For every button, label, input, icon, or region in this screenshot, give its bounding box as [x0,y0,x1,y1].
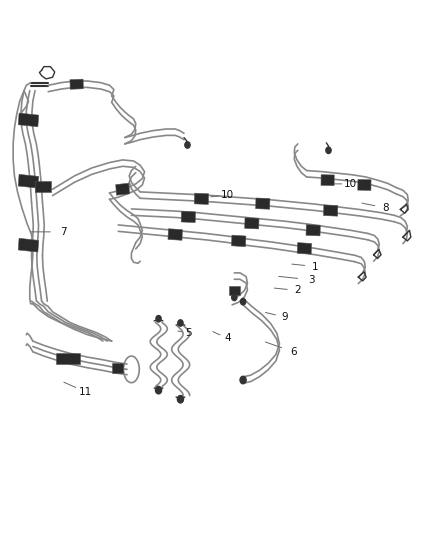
Bar [229,286,240,295]
Bar [306,224,320,236]
Circle shape [232,294,237,301]
Circle shape [240,298,246,305]
Text: 8: 8 [382,203,389,213]
Circle shape [156,316,161,322]
Circle shape [155,386,162,394]
Bar [194,193,208,205]
Bar [56,353,80,364]
Bar [231,235,246,247]
Text: 9: 9 [281,312,288,322]
Text: 6: 6 [290,347,297,357]
Bar [358,180,371,190]
Text: 7: 7 [60,227,67,237]
Bar [256,198,270,209]
Text: 5: 5 [185,328,192,338]
Bar [112,363,123,373]
Bar [245,217,259,229]
Circle shape [177,395,184,403]
Text: 1: 1 [312,262,319,271]
Bar [297,243,312,254]
Text: 2: 2 [294,286,301,295]
Bar [18,238,39,252]
Text: 11: 11 [79,387,92,397]
Bar [321,175,334,185]
Circle shape [185,142,190,148]
Text: 10: 10 [344,179,357,189]
Text: 4: 4 [224,334,231,343]
Circle shape [240,376,246,384]
Bar [324,205,338,216]
Text: 10: 10 [221,190,234,199]
Bar [35,181,50,192]
Bar [168,229,183,240]
Circle shape [326,147,331,154]
Bar [18,174,39,188]
Circle shape [178,320,183,326]
Bar [70,79,83,90]
Bar [18,113,39,127]
Bar [116,183,130,195]
Text: 3: 3 [307,275,314,285]
Bar [181,211,195,223]
